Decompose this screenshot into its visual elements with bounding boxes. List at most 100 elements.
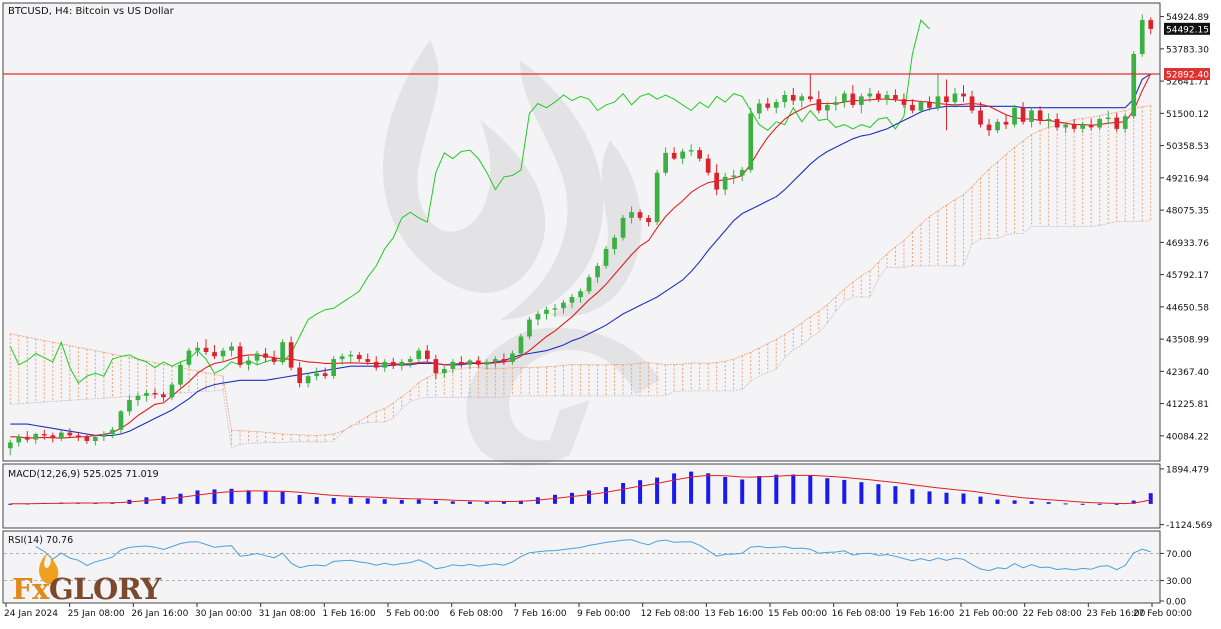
rsi-panel-frame bbox=[2, 530, 1161, 604]
macd-bar bbox=[621, 483, 626, 504]
candle bbox=[246, 356, 251, 371]
macd-bar bbox=[808, 475, 813, 504]
candle bbox=[620, 215, 626, 241]
logo-prefix: Fx bbox=[12, 572, 49, 606]
candle bbox=[1139, 14, 1145, 57]
candle bbox=[16, 433, 22, 447]
candle bbox=[790, 87, 796, 105]
macd-bar bbox=[553, 494, 557, 504]
candle bbox=[731, 169, 737, 184]
candle bbox=[663, 147, 668, 176]
macd-bar bbox=[297, 495, 302, 504]
price-tick-label: 41225.81 bbox=[1166, 400, 1209, 410]
candle bbox=[450, 359, 456, 374]
candle bbox=[510, 350, 515, 365]
last-price-badge bbox=[1164, 22, 1210, 35]
macd-bar bbox=[178, 493, 183, 504]
candle bbox=[1122, 113, 1128, 134]
candle bbox=[901, 93, 907, 108]
price-tick-label: 54924.89 bbox=[1166, 13, 1209, 23]
candle bbox=[416, 347, 422, 362]
time-tick-label: 5 Feb 00:00 bbox=[386, 609, 440, 619]
macd-bar bbox=[1114, 503, 1119, 505]
candle bbox=[842, 90, 847, 108]
logo-flame-icon bbox=[39, 552, 59, 585]
price-tick-label: 44650.58 bbox=[1166, 303, 1209, 313]
time-axis: 24 Jan 2024 25 Jan 08:00 26 Jan 16:00 30 Ja… bbox=[4, 603, 1192, 619]
macd-bar bbox=[876, 484, 881, 504]
macd-bar bbox=[280, 491, 285, 504]
candle bbox=[833, 96, 839, 111]
macd-bar bbox=[1012, 500, 1017, 504]
candle bbox=[1003, 114, 1009, 129]
candle bbox=[722, 172, 728, 196]
ichimoku-cloud bbox=[9, 105, 1152, 448]
candle bbox=[918, 100, 924, 114]
candle bbox=[288, 336, 294, 371]
time-tick-label: 24 Jan 2024 bbox=[4, 609, 58, 619]
candle bbox=[1114, 113, 1120, 132]
time-tick-label: 27 Feb 00:00 bbox=[1133, 609, 1192, 619]
candle bbox=[271, 350, 277, 365]
macd-group: 1894.479 -1124.569 bbox=[8, 465, 1212, 531]
candle bbox=[314, 367, 319, 381]
chikou-span bbox=[9, 19, 930, 384]
candle bbox=[118, 409, 124, 434]
candle bbox=[825, 102, 830, 119]
macd-bar bbox=[314, 497, 319, 504]
macd-bar bbox=[638, 480, 643, 504]
candle bbox=[348, 350, 354, 362]
macd-bar bbox=[433, 500, 438, 504]
candle bbox=[680, 148, 685, 165]
candle bbox=[280, 339, 285, 365]
candle bbox=[322, 367, 328, 379]
candle bbox=[816, 90, 822, 114]
candle bbox=[186, 347, 192, 368]
candle bbox=[169, 381, 175, 401]
macd-bar bbox=[740, 479, 745, 504]
candle bbox=[978, 102, 983, 128]
macd-bar bbox=[791, 474, 796, 504]
candle bbox=[476, 356, 481, 368]
macd-bar bbox=[263, 491, 268, 504]
macd-bar bbox=[825, 478, 830, 504]
macd-bar bbox=[501, 502, 506, 504]
candle bbox=[1046, 113, 1051, 128]
time-tick-label: 1 Feb 16:00 bbox=[322, 609, 376, 619]
candle bbox=[24, 431, 30, 443]
macd-signal-line bbox=[10, 474, 1151, 505]
candle bbox=[152, 388, 158, 399]
candle bbox=[637, 209, 643, 221]
time-tick-label: 9 Feb 00:00 bbox=[577, 609, 631, 619]
macd-bar bbox=[995, 499, 1000, 504]
candle bbox=[203, 339, 209, 355]
candle bbox=[867, 87, 873, 103]
candle bbox=[688, 144, 694, 156]
candle bbox=[995, 119, 1000, 134]
macd-label: MACD(12,26,9) 525.025 71.019 bbox=[8, 469, 159, 480]
candle bbox=[884, 90, 890, 105]
macd-bar bbox=[518, 500, 523, 504]
macd-bar bbox=[195, 490, 200, 504]
candle bbox=[952, 87, 958, 108]
candle bbox=[425, 345, 430, 362]
candle bbox=[629, 206, 634, 224]
candle bbox=[654, 169, 660, 225]
candle bbox=[84, 433, 90, 444]
macd-bar bbox=[774, 474, 779, 504]
candle bbox=[544, 306, 549, 320]
candle bbox=[144, 390, 149, 402]
candle bbox=[135, 393, 141, 406]
rsi-label: RSI(14) 70.76 bbox=[8, 535, 73, 546]
candle bbox=[407, 356, 413, 368]
macd-bar bbox=[1148, 493, 1153, 504]
candle bbox=[935, 73, 941, 111]
candles-group bbox=[7, 14, 1154, 456]
macd-bar bbox=[604, 487, 608, 504]
candle bbox=[356, 352, 362, 362]
candle bbox=[1148, 17, 1154, 35]
time-tick-label: 19 Feb 16:00 bbox=[895, 609, 954, 619]
macd-bar bbox=[706, 473, 711, 504]
candle bbox=[50, 432, 56, 443]
candle bbox=[705, 154, 711, 176]
